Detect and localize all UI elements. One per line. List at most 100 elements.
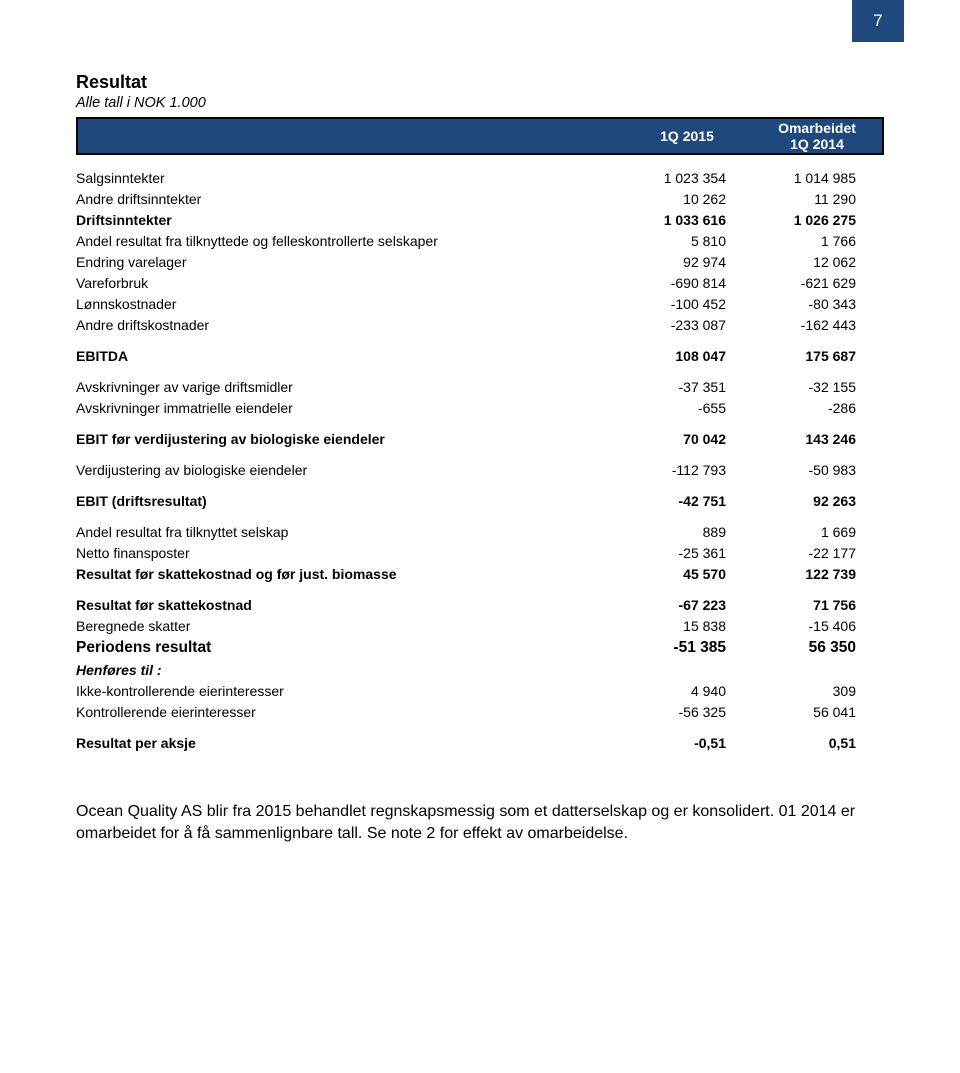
row-label: Endring varelager bbox=[76, 251, 624, 272]
row-label: EBIT før verdijustering av biologiske ei… bbox=[76, 428, 624, 449]
row-value-1: 70 042 bbox=[624, 428, 754, 449]
row-value-1: 15 838 bbox=[624, 615, 754, 636]
row-label: Lønnskostnader bbox=[76, 293, 624, 314]
row-value-1: -67 223 bbox=[624, 594, 754, 615]
row-value-1: -51 385 bbox=[624, 636, 754, 659]
row-label: Resultat per aksje bbox=[76, 732, 624, 753]
row-value-2: 56 350 bbox=[754, 636, 884, 659]
row-value-2: 1 766 bbox=[754, 230, 884, 251]
row-label: Henføres til : bbox=[76, 659, 624, 680]
row-label: Verdijustering av biologiske eiendeler bbox=[76, 459, 624, 480]
row-label: Netto finansposter bbox=[76, 542, 624, 563]
table-row: Driftsinntekter1 033 6161 026 275 bbox=[76, 209, 884, 230]
row-value-2: -162 443 bbox=[754, 314, 884, 335]
row-value-2: 143 246 bbox=[754, 428, 884, 449]
row-label: EBITDA bbox=[76, 345, 624, 366]
table-row: Resultat før skattekostnad-67 22371 756 bbox=[76, 594, 884, 615]
page-content: Resultat Alle tall i NOK 1.000 1Q 2015 O… bbox=[0, 0, 960, 884]
page-title: Resultat bbox=[76, 72, 884, 93]
row-value-2: 1 669 bbox=[754, 521, 884, 542]
table-row: Periodens resultat-51 38556 350 bbox=[76, 636, 884, 659]
table-row bbox=[76, 480, 884, 490]
table-row: Andel resultat fra tilknyttede og felles… bbox=[76, 230, 884, 251]
table-row: Vareforbruk-690 814-621 629 bbox=[76, 272, 884, 293]
row-value-2: 309 bbox=[754, 680, 884, 701]
row-value-2: 122 739 bbox=[754, 563, 884, 584]
row-label: Andre driftsinntekter bbox=[76, 188, 624, 209]
row-value-1: 92 974 bbox=[624, 251, 754, 272]
row-label: Periodens resultat bbox=[76, 636, 624, 659]
table-row: Andel resultat fra tilknyttet selskap889… bbox=[76, 521, 884, 542]
table-row bbox=[76, 366, 884, 376]
row-label: Ikke-kontrollerende eierinteresser bbox=[76, 680, 624, 701]
row-label: Salgsinntekter bbox=[76, 167, 624, 188]
table-row: Avskrivninger immatrielle eiendeler-655-… bbox=[76, 397, 884, 418]
table-row bbox=[76, 722, 884, 732]
table-row bbox=[76, 335, 884, 345]
table-row bbox=[76, 511, 884, 521]
table-row: Netto finansposter-25 361-22 177 bbox=[76, 542, 884, 563]
row-value-2: 175 687 bbox=[754, 345, 884, 366]
row-value-1: 10 262 bbox=[624, 188, 754, 209]
page-subtitle: Alle tall i NOK 1.000 bbox=[76, 95, 884, 111]
table-row: Endring varelager92 97412 062 bbox=[76, 251, 884, 272]
row-value-2: 11 290 bbox=[754, 188, 884, 209]
row-label: EBIT (driftsresultat) bbox=[76, 490, 624, 511]
table-row: Resultat før skattekostnad og før just. … bbox=[76, 563, 884, 584]
row-label: Avskrivninger immatrielle eiendeler bbox=[76, 397, 624, 418]
table-row bbox=[76, 418, 884, 428]
table-row: Salgsinntekter1 023 3541 014 985 bbox=[76, 167, 884, 188]
row-value-2: -15 406 bbox=[754, 615, 884, 636]
table-row: Resultat per aksje-0,510,51 bbox=[76, 732, 884, 753]
row-value-1: 4 940 bbox=[624, 680, 754, 701]
table-row: Beregnede skatter15 838-15 406 bbox=[76, 615, 884, 636]
row-label: Resultat før skattekostnad og før just. … bbox=[76, 563, 624, 584]
table-row: Verdijustering av biologiske eiendeler-1… bbox=[76, 459, 884, 480]
table-row bbox=[76, 449, 884, 459]
row-value-2: -50 983 bbox=[754, 459, 884, 480]
row-value-2: 12 062 bbox=[754, 251, 884, 272]
table-row: Kontrollerende eierinteresser-56 32556 0… bbox=[76, 701, 884, 722]
row-value-2: 1 014 985 bbox=[754, 167, 884, 188]
row-label: Resultat før skattekostnad bbox=[76, 594, 624, 615]
row-value-1: -112 793 bbox=[624, 459, 754, 480]
page-number-badge: 7 bbox=[852, 0, 904, 42]
row-value-1: -25 361 bbox=[624, 542, 754, 563]
table-row: Lønnskostnader-100 452-80 343 bbox=[76, 293, 884, 314]
column-header-2: Omarbeidet 1Q 2014 bbox=[752, 120, 882, 152]
row-label: Andel resultat fra tilknyttet selskap bbox=[76, 521, 624, 542]
row-value-2: -286 bbox=[754, 397, 884, 418]
row-label: Driftsinntekter bbox=[76, 209, 624, 230]
row-label: Avskrivninger av varige driftsmidler bbox=[76, 376, 624, 397]
column-header-2-top: Omarbeidet bbox=[752, 120, 882, 136]
table-row: Andre driftskostnader-233 087-162 443 bbox=[76, 314, 884, 335]
financial-table: Salgsinntekter1 023 3541 014 985Andre dr… bbox=[76, 167, 884, 753]
row-value-1 bbox=[624, 659, 754, 680]
row-label: Kontrollerende eierinteresser bbox=[76, 701, 624, 722]
row-value-1: 5 810 bbox=[624, 230, 754, 251]
row-value-1: -100 452 bbox=[624, 293, 754, 314]
table-row: EBIT før verdijustering av biologiske ei… bbox=[76, 428, 884, 449]
table-row: EBIT (driftsresultat)-42 75192 263 bbox=[76, 490, 884, 511]
column-header-1: 1Q 2015 bbox=[622, 128, 752, 144]
row-value-1: -56 325 bbox=[624, 701, 754, 722]
row-value-1: 889 bbox=[624, 521, 754, 542]
row-value-1: -0,51 bbox=[624, 732, 754, 753]
row-value-1: -37 351 bbox=[624, 376, 754, 397]
row-value-2: 0,51 bbox=[754, 732, 884, 753]
row-value-2 bbox=[754, 659, 884, 680]
row-value-1: -655 bbox=[624, 397, 754, 418]
table-row: Henføres til : bbox=[76, 659, 884, 680]
table-row bbox=[76, 584, 884, 594]
row-label: Andre driftskostnader bbox=[76, 314, 624, 335]
row-value-1: -233 087 bbox=[624, 314, 754, 335]
column-header-2-bottom: 1Q 2014 bbox=[752, 136, 882, 152]
row-value-1: -690 814 bbox=[624, 272, 754, 293]
row-value-1: -42 751 bbox=[624, 490, 754, 511]
row-value-1: 45 570 bbox=[624, 563, 754, 584]
row-value-1: 1 033 616 bbox=[624, 209, 754, 230]
row-value-2: 1 026 275 bbox=[754, 209, 884, 230]
row-label: Andel resultat fra tilknyttede og felles… bbox=[76, 230, 624, 251]
table-row: EBITDA108 047175 687 bbox=[76, 345, 884, 366]
table-header-band: 1Q 2015 Omarbeidet 1Q 2014 bbox=[76, 117, 884, 155]
